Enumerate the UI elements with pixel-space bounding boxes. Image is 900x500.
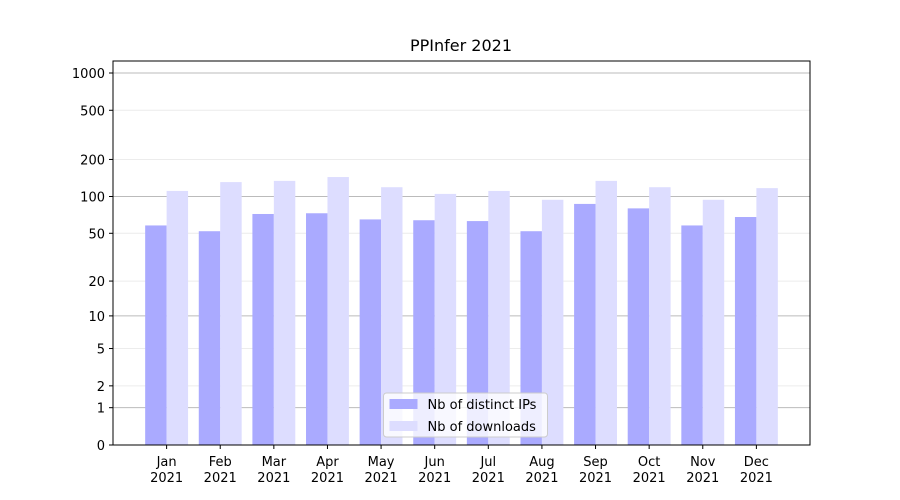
legend-label: Nb of downloads <box>428 420 537 435</box>
y-tick-label: 200 <box>80 153 105 168</box>
y-tick-label: 0 <box>97 439 105 454</box>
bar <box>520 231 542 445</box>
bar <box>434 193 457 445</box>
bar <box>756 188 778 445</box>
bar <box>734 217 757 445</box>
x-tick-label: Apr 2021 <box>311 455 344 486</box>
x-tick-label: Jun 2021 <box>418 455 451 486</box>
bar <box>627 208 650 445</box>
legend-box <box>383 392 548 438</box>
x-tick-label: Jan 2021 <box>150 455 183 486</box>
y-tick-label: 1 <box>97 402 105 417</box>
y-tick-label: 20 <box>88 275 105 290</box>
y-tick-label: 100 <box>80 191 105 206</box>
y-tick-label: 1000 <box>72 67 105 82</box>
bar <box>488 190 510 445</box>
y-tick-label: 5 <box>97 343 105 358</box>
y-tick-label: 10 <box>88 310 105 325</box>
bar <box>306 213 328 445</box>
bar <box>466 221 489 445</box>
plot-frame <box>112 60 811 446</box>
bar <box>681 225 703 445</box>
bar <box>595 180 617 445</box>
chart-title: PPInfer 2021 <box>410 36 512 55</box>
bar <box>413 220 435 445</box>
bar <box>381 187 403 445</box>
bar <box>166 190 189 445</box>
y-tick-label: 500 <box>80 104 105 119</box>
x-tick-label: Nov 2021 <box>686 455 719 486</box>
x-tick-label: Aug 2021 <box>525 455 558 486</box>
legend-label: Nb of distinct IPs <box>428 398 537 413</box>
bar <box>649 187 671 445</box>
bar <box>273 180 296 445</box>
bar <box>541 199 564 445</box>
x-tick-label: May 2021 <box>365 455 398 486</box>
x-tick-label: Dec 2021 <box>740 455 773 486</box>
legend-swatch <box>389 399 418 409</box>
x-tick-label: Jul 2021 <box>472 455 505 486</box>
bar <box>220 182 242 445</box>
bar <box>252 213 274 445</box>
y-tick-label: 2 <box>97 380 105 395</box>
bar <box>574 203 596 445</box>
legend: Nb of distinct IPs Nb of downloads <box>383 392 548 438</box>
legend-swatch <box>389 421 418 431</box>
bar <box>198 231 221 445</box>
y-tick-label: 50 <box>88 227 105 242</box>
bar <box>327 177 349 445</box>
bar <box>359 219 382 445</box>
x-tick-label: Mar 2021 <box>257 455 290 486</box>
x-tick-label: Feb 2021 <box>204 455 237 486</box>
x-tick-label: Sep 2021 <box>579 455 612 486</box>
bar <box>702 199 725 445</box>
bar <box>145 225 167 445</box>
x-tick-label: Oct 2021 <box>633 455 666 486</box>
